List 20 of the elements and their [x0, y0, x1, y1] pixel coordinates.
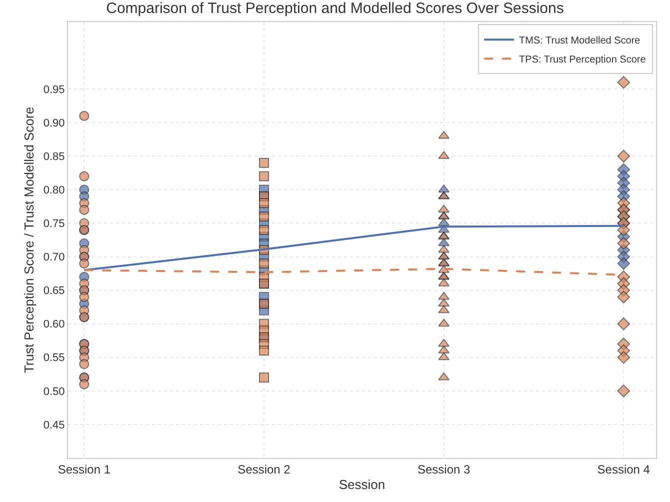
y-tick-label: 0.90 [43, 117, 65, 130]
x-tick-label: Session 1 [58, 462, 111, 476]
x-tick-label: Session 4 [597, 462, 650, 476]
y-tick-label: 0.60 [43, 318, 65, 331]
chart-title: Comparison of Trust Perception and Modelled Scores Over Sessions [106, 0, 564, 18]
x-tick-label: Session 3 [417, 462, 470, 476]
x-axis-title: Session [338, 477, 386, 492]
x-tick-label: Session 2 [238, 462, 291, 476]
y-tick-label: 0.85 [43, 151, 65, 163]
y-tick-label: 0.95 [43, 84, 65, 96]
y-tick-label: 0.65 [43, 285, 65, 298]
legend-label: TMS: Trust Modelled Score [519, 36, 641, 47]
y-tick-label: 0.55 [43, 352, 65, 364]
y-tick-label: 0.70 [43, 252, 65, 264]
y-tick-label: 0.75 [43, 218, 65, 230]
y-tick-label: 0.45 [43, 419, 65, 432]
y-tick-label: 0.50 [43, 386, 65, 398]
legend-label: TPS: Trust Perception Score [519, 54, 646, 66]
y-axis-title: Trust Perception Score / Trust Modelled Score [21, 106, 36, 374]
y-tick-label: 0.80 [43, 184, 65, 197]
